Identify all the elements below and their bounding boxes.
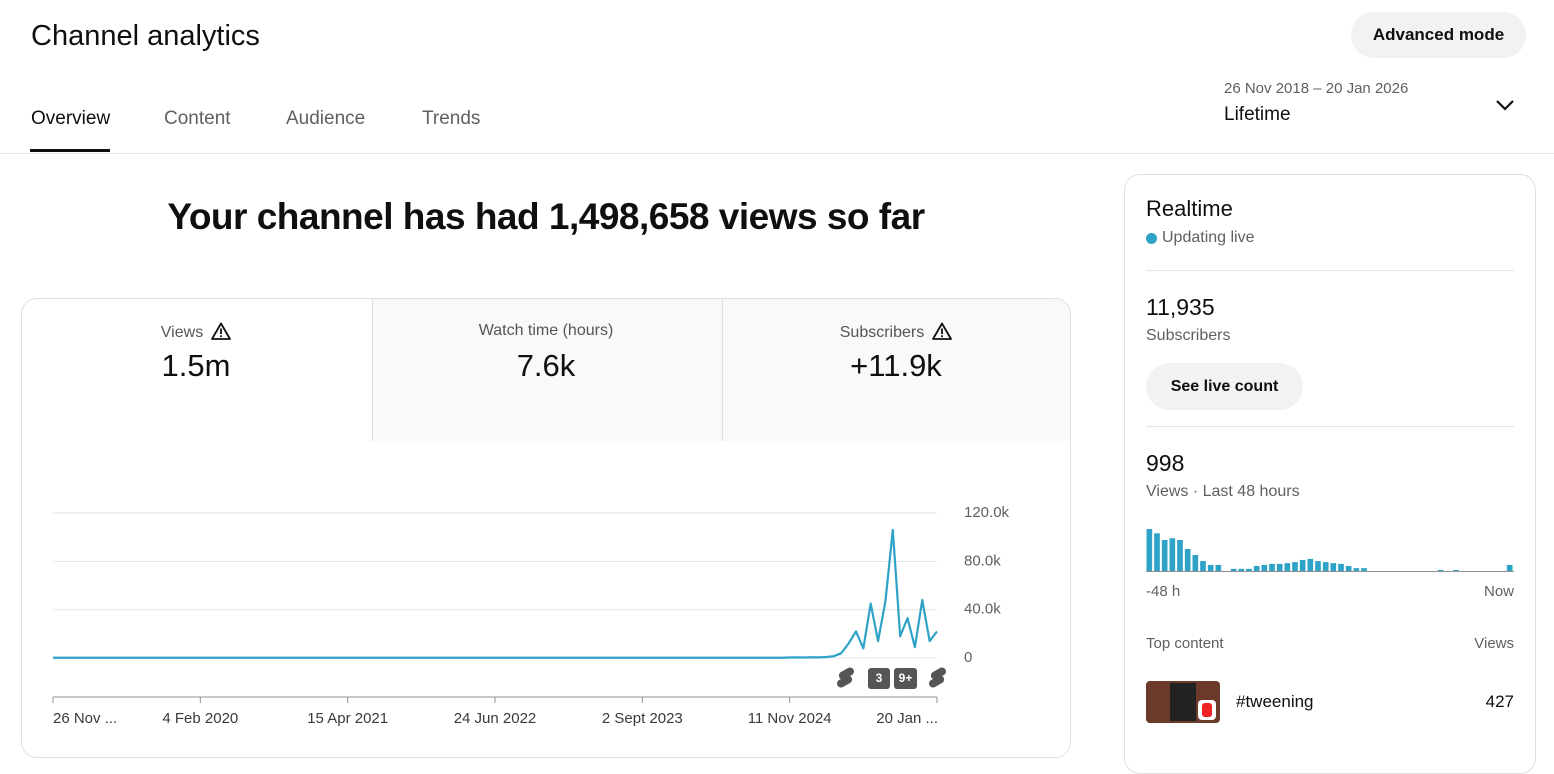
x-tick-label: -48 h <box>1146 583 1180 600</box>
top-content-column: Views <box>1474 635 1514 652</box>
dropdown-chevron[interactable] <box>1494 98 1516 114</box>
subscriber-label: Subscribers <box>1146 327 1231 344</box>
x-tick-label: 11 Nov 2024 <box>748 710 832 727</box>
bar <box>1230 568 1237 571</box>
bar <box>1192 554 1199 571</box>
bar <box>1284 563 1291 571</box>
tab[interactable]: Audience <box>286 108 366 129</box>
annotation: 3 <box>876 671 883 685</box>
date-range[interactable]: 26 Nov 2018 – 20 Jan 2026 <box>1224 80 1409 97</box>
bar <box>1299 559 1306 571</box>
bar <box>1269 563 1275 571</box>
bar <box>1261 564 1268 571</box>
bar <box>1161 540 1168 571</box>
metric-card[interactable]: Views 1.5m <box>21 298 371 440</box>
metric-label: Watch time (hours) <box>478 322 614 339</box>
bar <box>1353 568 1360 571</box>
subscriber-count: 11,935 <box>1146 294 1215 320</box>
annotation: 9+ <box>899 671 913 685</box>
bar <box>1154 533 1160 571</box>
metric-card[interactable]: Watch time (hours) 7.6k <box>371 298 721 440</box>
bar <box>1361 568 1367 571</box>
headline: Your channel has had 1,498,658 views so … <box>167 196 925 237</box>
line-series <box>53 528 938 659</box>
bar <box>1307 558 1314 571</box>
bar <box>1322 562 1329 571</box>
divider <box>1146 270 1514 271</box>
bar <box>1437 569 1444 571</box>
tab[interactable]: Trends <box>422 108 481 129</box>
y-tick-label: 120.0k <box>964 504 1010 521</box>
bar <box>1506 564 1513 571</box>
see-live-count-button[interactable]: See live count <box>1146 363 1303 410</box>
thumbnail[interactable] <box>1146 681 1220 723</box>
overview-panel <box>21 298 1071 758</box>
date-range-label[interactable]: Lifetime <box>1224 104 1291 125</box>
bar <box>1200 561 1206 571</box>
bar <box>1207 564 1214 571</box>
shorts-icon <box>928 667 947 688</box>
divider <box>0 153 1554 154</box>
bar <box>1246 568 1252 571</box>
metric-value: +11.9k <box>850 348 942 383</box>
bar <box>1184 548 1191 571</box>
page: Channel analytics Advanced mode Overview… <box>0 12 1554 774</box>
charts: 3 9+ 0 40.0k 80.0k 120.0k 26 Nov ... 4 Feb 20… <box>52 504 1514 727</box>
live-status: Updating live <box>1162 229 1255 246</box>
bar <box>1169 538 1176 571</box>
bar <box>1292 562 1298 571</box>
x-tick-label: 15 Apr 2021 <box>307 710 388 727</box>
bar <box>1215 564 1222 571</box>
top-content-header: Top content <box>1146 635 1224 652</box>
divider <box>1146 426 1514 427</box>
x-tick-label: 24 Jun 2022 <box>454 710 537 727</box>
metric-value: 1.5m <box>161 348 231 383</box>
tab[interactable]: Content <box>164 108 231 129</box>
warning-icon <box>211 322 232 345</box>
content-title[interactable]: #tweening <box>1236 692 1314 711</box>
metric-card[interactable]: Subscribers +11.9k <box>721 298 1071 440</box>
x-tick-label: 4 Feb 2020 <box>162 710 238 727</box>
bar <box>1177 540 1183 571</box>
metric-label: Views <box>160 324 204 341</box>
bar <box>1238 568 1245 571</box>
bar <box>1338 563 1344 571</box>
active-tab-indicator <box>30 149 110 152</box>
views-count: 998 <box>1146 450 1185 476</box>
tab[interactable]: Overview <box>31 108 111 129</box>
bar <box>1315 561 1321 571</box>
advanced-mode-button[interactable]: Advanced mode <box>1351 12 1526 58</box>
bar <box>1345 566 1352 571</box>
bar <box>1276 563 1283 571</box>
x-tick-label: Now <box>1484 583 1514 600</box>
x-tick-label: 26 Nov ... <box>53 710 117 727</box>
bar <box>1453 569 1459 571</box>
bar <box>1253 566 1260 571</box>
x-tick-label: 2 Sept 2023 <box>602 710 683 727</box>
views-label: Views · Last 48 hours <box>1146 483 1300 500</box>
annotation-badge <box>894 668 917 689</box>
y-tick-label: 80.0k <box>964 552 1001 569</box>
warning-icon <box>932 322 953 345</box>
y-tick-label: 0 <box>964 649 972 666</box>
page-title: Channel analytics <box>31 20 260 52</box>
bar <box>1146 529 1153 571</box>
live-dot <box>1146 233 1157 244</box>
realtime-title: Realtime <box>1146 196 1233 221</box>
content-views: 427 <box>1485 692 1514 711</box>
annotation-badge <box>868 668 890 689</box>
x-tick-label: 20 Jan ... <box>876 710 938 727</box>
bar <box>1330 563 1337 571</box>
shorts-icon <box>836 667 855 688</box>
y-tick-label: 40.0k <box>964 601 1001 618</box>
metric-label: Subscribers <box>839 324 925 341</box>
metric-value: 7.6k <box>516 348 576 383</box>
